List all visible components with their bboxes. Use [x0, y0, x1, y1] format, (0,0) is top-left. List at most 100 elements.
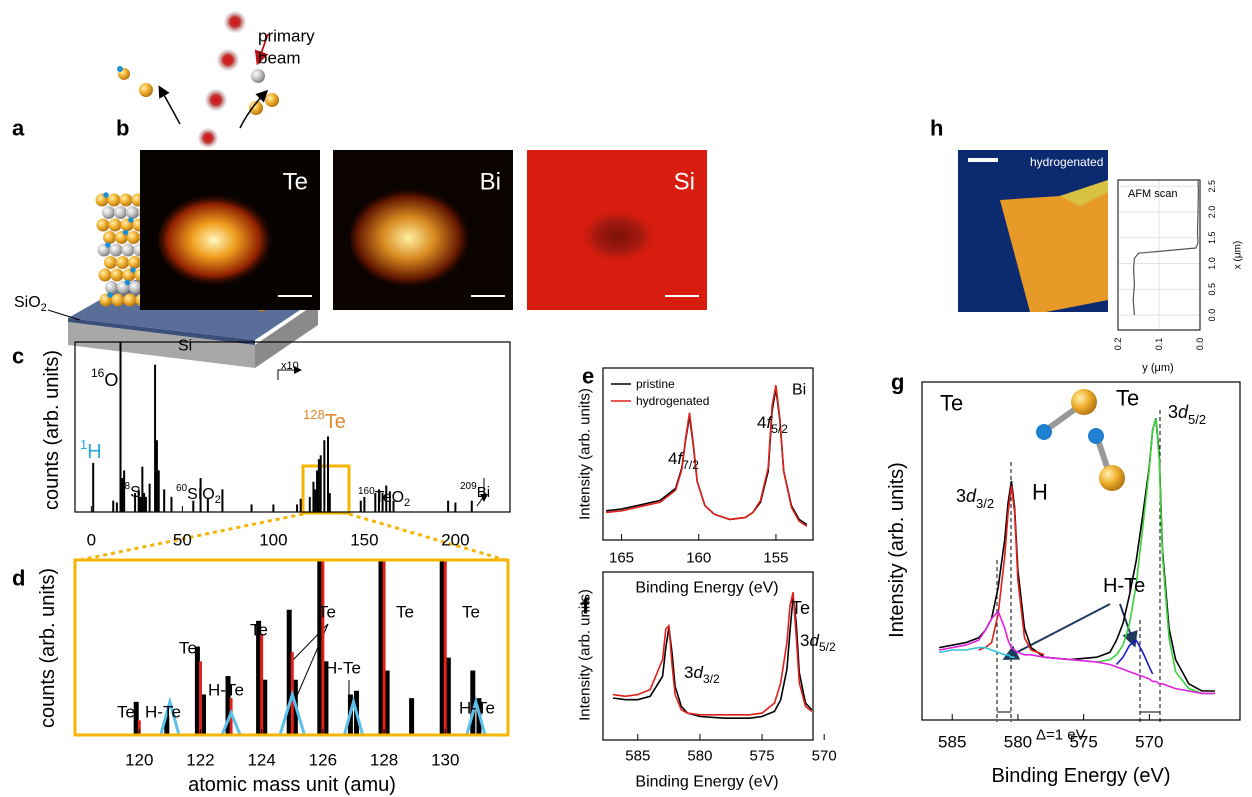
atom	[97, 219, 110, 232]
atom	[108, 194, 121, 207]
y-tick-label: 0.0	[1195, 338, 1205, 351]
bar	[409, 698, 414, 735]
x-tick-label: 160	[686, 550, 711, 567]
bar	[296, 504, 298, 512]
annotation-part: 28	[119, 481, 131, 492]
atom	[114, 206, 127, 219]
annotation-part: 1	[80, 437, 87, 452]
annotation: Te	[791, 598, 810, 618]
bar	[221, 489, 223, 512]
annotation-part: 4	[757, 413, 766, 432]
annotation-part: Bi	[477, 484, 490, 501]
x-axis-label: Binding Energy (eV)	[635, 580, 778, 597]
y-tick-label: 0.2	[1113, 338, 1123, 351]
map-signal	[158, 192, 282, 288]
atom	[125, 280, 131, 286]
annotation: 60SIO2	[176, 483, 221, 506]
atom	[105, 281, 118, 294]
annotation: 3d5/2	[1168, 402, 1206, 427]
beam-label: primary	[258, 27, 315, 46]
x-tick-label: 570	[812, 748, 837, 765]
x-tick-label: 150	[350, 531, 378, 550]
atom	[104, 256, 117, 269]
x-tick-label: 1.0	[1207, 257, 1217, 270]
bar	[163, 489, 165, 512]
panel-letter: g	[891, 370, 904, 395]
map-signal	[578, 208, 658, 264]
annotation: 3d3/2	[684, 663, 720, 687]
bar	[149, 484, 151, 512]
optical-image: hydrogenated	[958, 150, 1108, 312]
x-tick-label: 122	[186, 751, 214, 770]
annotation: Te	[250, 621, 268, 640]
annotation: H-Te	[325, 659, 361, 678]
annotation-part: 3	[800, 631, 809, 650]
x-tick-label: 165	[609, 550, 634, 567]
series-line	[939, 648, 1015, 658]
atom	[120, 194, 133, 207]
bond	[1046, 407, 1078, 430]
label-part: SiO	[14, 294, 41, 311]
annotation-part: TeO	[375, 489, 404, 506]
x-axis-label: x (μm)	[1233, 241, 1244, 270]
atom	[109, 219, 122, 232]
annotation-part: 160	[358, 486, 375, 497]
plot-area	[939, 418, 1215, 693]
bar	[321, 551, 324, 735]
annotation: H-Te	[459, 699, 495, 718]
atom	[102, 206, 115, 219]
atom	[1099, 465, 1125, 491]
annotation: Te	[940, 391, 963, 416]
annotation-part: H	[87, 441, 101, 463]
atom	[123, 230, 129, 236]
panel-letter: h	[930, 116, 943, 141]
x-axis-label: Binding Energy (eV)	[992, 765, 1171, 787]
atom	[103, 231, 116, 244]
annotation-part: 3	[1168, 402, 1178, 422]
sputtered-atom	[139, 83, 153, 97]
arrow	[160, 88, 180, 124]
annotation: 1H	[80, 437, 102, 463]
beam-label: beam	[258, 49, 301, 68]
sputtered-atom	[265, 93, 279, 107]
atom	[107, 292, 113, 298]
atom	[1036, 424, 1052, 440]
x-tick-label: 2.5	[1207, 180, 1217, 193]
bar	[447, 501, 449, 512]
bar	[471, 501, 473, 512]
atom	[111, 269, 124, 282]
x-tick-label: 128	[370, 751, 398, 770]
bar	[300, 499, 302, 512]
annotation-part: 2	[404, 497, 410, 509]
bar	[309, 497, 311, 512]
annotation-part: 16	[91, 366, 105, 380]
x-axis-label: Binding Energy (eV)	[635, 774, 778, 791]
map-label: Bi	[480, 169, 501, 196]
annotation: Te	[179, 639, 197, 658]
map-label: Si	[674, 169, 695, 196]
legend-label: pristine	[636, 377, 675, 391]
bar	[327, 436, 329, 512]
label-part: 2	[41, 302, 47, 314]
annotation-part: Si	[130, 484, 144, 501]
atom	[130, 267, 136, 273]
sputtered-atom	[117, 66, 123, 72]
atom	[122, 244, 135, 257]
x-tick-label: 570	[1135, 733, 1163, 752]
primary-ion	[198, 128, 218, 148]
bar	[145, 497, 147, 512]
x-tick-label: 155	[763, 550, 788, 567]
plot-frame	[922, 382, 1240, 720]
annotation: Te	[462, 603, 480, 622]
primary-ion	[224, 11, 246, 33]
annotation-part: 5/2	[771, 422, 788, 436]
annotation: 160TeO2	[358, 486, 410, 509]
x-tick-label: 124	[247, 751, 275, 770]
bar	[320, 455, 322, 512]
primary-ion	[205, 89, 227, 111]
annotation-part: 5/2	[1188, 412, 1206, 427]
annotation: Te	[318, 603, 336, 622]
annotation: Bi	[792, 382, 806, 399]
annotation: Te	[117, 703, 135, 722]
atom	[112, 294, 125, 307]
